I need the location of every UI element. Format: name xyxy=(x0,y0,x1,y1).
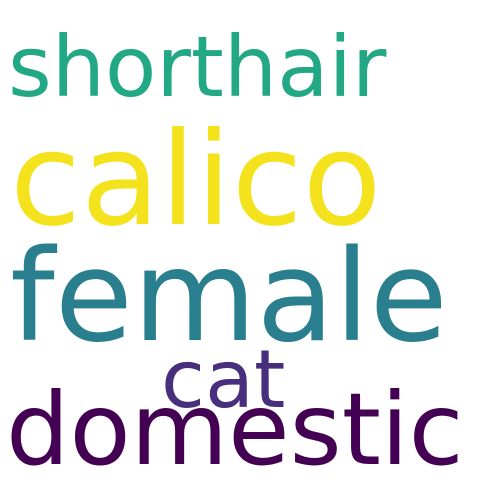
word-female: female xyxy=(10,222,448,370)
word-domestic: domestic xyxy=(6,371,464,488)
word-cat: cat xyxy=(161,333,286,426)
word-shorthair: shorthair xyxy=(8,18,387,116)
word-calico: calico xyxy=(10,105,382,255)
